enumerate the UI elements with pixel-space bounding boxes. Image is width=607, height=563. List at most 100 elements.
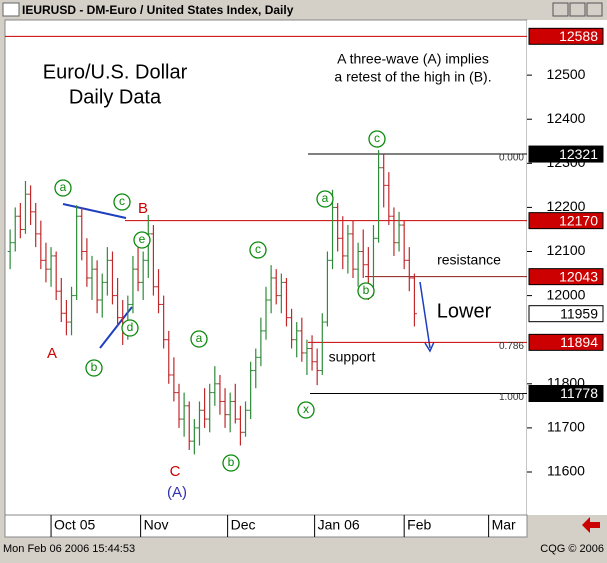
wave-circle — [316, 190, 334, 208]
ohlc-bar — [109, 251, 115, 305]
ohlc-bar — [99, 273, 105, 318]
scroll-arrow[interactable] — [582, 517, 600, 533]
ohlc-bar — [406, 247, 412, 292]
ohlc-bar — [89, 255, 95, 301]
ohlc-bar — [268, 265, 274, 314]
ohlc-bar — [17, 203, 23, 239]
wave-circle — [357, 282, 375, 300]
wave-label: e — [139, 232, 146, 246]
ohlc-bar — [350, 220, 356, 278]
ohlc-bar — [38, 220, 44, 270]
triangle-lines — [62, 203, 133, 349]
y-tick-label: 12000 — [547, 286, 586, 302]
price-box-label: 11959 — [560, 305, 598, 321]
ohlc-bar — [58, 277, 64, 323]
price-axis — [527, 20, 607, 515]
wave-label: (A) — [167, 484, 187, 501]
ohlc-bar — [381, 154, 387, 208]
ohlc-bar — [376, 150, 382, 243]
note: resistance — [437, 252, 501, 268]
ohlc-bar — [166, 330, 172, 384]
wave-label: b — [91, 360, 98, 374]
ohlc-bar — [207, 383, 213, 433]
ohlc-bar — [135, 242, 141, 292]
close-button[interactable] — [586, 2, 603, 17]
window-icon — [2, 2, 20, 17]
wave-label: a — [322, 191, 329, 205]
copyright: CQG © 2006 — [540, 543, 604, 555]
ohlc-bar — [196, 401, 202, 446]
fib-label: 1.000 — [499, 392, 524, 403]
ohlc-bar — [248, 361, 254, 420]
ohlc-bar — [202, 388, 208, 428]
x-tick-label: Feb — [407, 517, 431, 533]
ohlc-bar — [217, 374, 223, 415]
ohlc-bar — [360, 229, 366, 278]
wave-label: a — [60, 180, 67, 194]
wave-label: A — [47, 345, 57, 362]
price-box — [528, 27, 604, 45]
ohlc-bar — [48, 247, 54, 287]
note: Lower — [437, 300, 492, 322]
ohlc-bar — [115, 277, 121, 327]
ohlc-bar — [7, 229, 13, 270]
ohlc-bar — [227, 392, 233, 433]
ohlc-bar — [278, 273, 284, 314]
note: support — [329, 349, 376, 365]
ohlc-bar — [345, 225, 351, 274]
note: A three-wave (A) implies — [337, 51, 489, 67]
ohlc-bar — [222, 388, 228, 428]
status-time: Mon Feb 06 2006 15:44:53 — [3, 543, 135, 555]
ohlc-bar — [161, 295, 167, 349]
x-tick-label: Dec — [231, 517, 256, 533]
y-tick-label: 12500 — [547, 66, 586, 82]
price-box-label: 12170 — [559, 212, 598, 228]
ohlc-bar — [273, 269, 279, 305]
ohlc-bar — [28, 185, 34, 226]
x-tick-label: Jan 06 — [318, 517, 360, 533]
ohlc-bar — [33, 203, 39, 248]
wave-label: d — [127, 320, 134, 334]
plot-layer: 1160011700118001200012100122001230012400… — [5, 27, 604, 537]
price-box-label: 11894 — [560, 334, 598, 350]
price-box-label: 12588 — [559, 28, 598, 44]
ohlc-bar — [140, 251, 146, 301]
ohlc-bar — [340, 216, 346, 270]
ohlc-bar — [309, 335, 315, 371]
wave-label: c — [374, 131, 380, 145]
ohlc-bar — [12, 207, 18, 252]
wave-label: C — [170, 463, 181, 480]
ohlc-bar — [324, 251, 330, 327]
ohlc-bar — [263, 286, 269, 340]
ohlc-bar — [355, 242, 361, 287]
ohlc-bar — [386, 172, 392, 226]
price-box — [528, 305, 604, 323]
status-bar — [0, 540, 607, 558]
wave-label: B — [138, 200, 148, 217]
ohlc-bar — [22, 180, 28, 234]
y-tick-label: 12200 — [547, 198, 586, 214]
wave-label: x — [303, 402, 309, 416]
ohlc-bar — [69, 286, 75, 336]
price-box-label: 12321 — [559, 146, 598, 162]
ohlc-bar — [283, 277, 289, 327]
y-tick-label: 11700 — [547, 419, 585, 435]
ohlc-bar — [237, 405, 243, 446]
maximize-button[interactable] — [569, 2, 586, 17]
ohlc-bar — [181, 392, 187, 437]
time-axis — [4, 514, 528, 538]
ohlc-bar — [74, 205, 80, 301]
ohlc-bar — [186, 401, 192, 450]
minimize-button[interactable] — [552, 2, 569, 17]
lower-arrow — [419, 281, 431, 349]
ohlc-bar — [304, 339, 310, 375]
wave-label: b — [363, 283, 370, 297]
ohlc-bar — [401, 220, 407, 270]
wave-circle — [249, 241, 267, 259]
ohlc-bar — [212, 366, 218, 406]
y-tick-label: 11600 — [547, 463, 585, 479]
ohlc-bar — [243, 401, 249, 437]
ohlc-bar — [104, 247, 110, 296]
ohlc-bar — [232, 383, 238, 424]
